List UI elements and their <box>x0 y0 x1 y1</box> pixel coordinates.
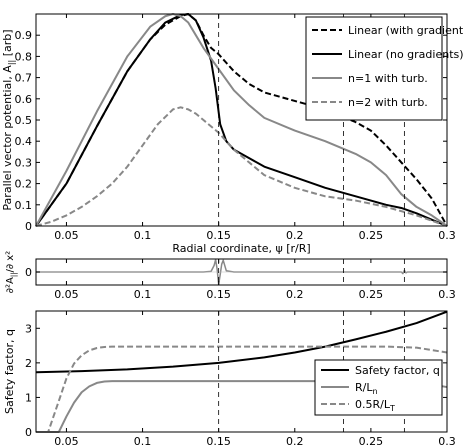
safety-factor-xtick-label: 0.2 <box>286 435 304 447</box>
vector-potential-ytick-label: 0.5 <box>15 114 33 127</box>
vector-potential-xtick-label: 0.3 <box>438 229 456 242</box>
vector-potential-xtick-label: 0.15 <box>206 229 231 242</box>
safety-factor-series-0 <box>35 310 448 374</box>
vector-potential-xtick-label: 0.25 <box>359 229 384 242</box>
safety-factor-xtick-label: 0.25 <box>359 435 384 447</box>
vector-potential-series <box>35 13 448 227</box>
legend-label-rln: R/Ln <box>355 381 378 396</box>
vector-potential-ytick-label: 0 <box>25 220 32 233</box>
vector-potential-series-3 <box>35 106 448 227</box>
legend-label-linear-nograd: Linear (no gradients) <box>348 48 463 61</box>
safety-factor-xtick-label: 0.05 <box>54 435 79 447</box>
second-derivative-xtick-label: 0.15 <box>206 288 231 301</box>
vector-potential-xtick-label: 0.05 <box>54 229 79 242</box>
vector-potential-ytick-label: 0.8 <box>15 50 33 63</box>
legend-label-safety: Safety factor, q <box>355 364 440 377</box>
legend-label-linear-grad: Linear (with gradients) <box>348 24 463 37</box>
vector-potential-ticks: 0.05 0.1 0.15 0.2 0.25 0.3 0 0.1 0.2 0.3 0.4 0.5 0.6… <box>15 14 456 242</box>
vector-potential-ytick-label: 0.4 <box>15 135 33 148</box>
second-derivative-ticks: 0.05 0.1 0.15 0.2 0.25 0.3 0 <box>25 259 456 301</box>
legend-label-rlt-sub: T <box>389 404 395 413</box>
vector-potential-series-1 <box>35 13 448 227</box>
safety-factor-xtick-label: 0.15 <box>206 435 231 447</box>
safety-factor-series-2 <box>36 345 448 433</box>
safety-factor-xtick-label: 0.3 <box>438 435 456 447</box>
vector-potential-xtick-label: 0.2 <box>286 229 304 242</box>
vector-potential-ytick-label: 0.3 <box>15 156 33 169</box>
safety-factor-ytick-label: 2 <box>25 357 32 370</box>
second-derivative-xtick-label: 0.3 <box>438 288 456 301</box>
vector-potential-y-label-sub: || <box>7 60 16 65</box>
safety-factor-axes-frame <box>35 310 448 433</box>
second-derivative-ytick-label: 0 <box>25 266 32 279</box>
second-derivative-y-label-main: ∂²A <box>5 277 16 293</box>
safety-factor-legend: Safety factor, q R/Ln 0.5R/LT <box>314 359 443 416</box>
vector-potential-ytick-label: 0.6 <box>15 93 33 106</box>
vector-potential-ytick-label: 0.1 <box>15 199 33 212</box>
safety-factor-panel: 0.05 0.1 0.15 0.2 0.25 0.3 0 1 2 3 Safety factor,… <box>3 310 456 447</box>
legend-label-rln-main: R/L <box>355 381 373 394</box>
safety-factor-y-label: Safety factor, q <box>3 329 16 414</box>
legend-label-rln-sub: n <box>372 387 377 396</box>
second-derivative-vlines <box>218 259 405 285</box>
second-derivative-y-label-rest: /∂ x² <box>5 251 16 273</box>
legend-label-rlt: 0.5R/LT <box>355 398 395 413</box>
legend-label-n2: n=2 with turb. <box>348 96 428 109</box>
vector-potential-ytick-label: 0.2 <box>15 178 33 191</box>
second-derivative-xtick-label: 0.1 <box>134 288 152 301</box>
second-derivative-xtick-label: 0.2 <box>286 288 304 301</box>
vector-potential-y-label: Parallel vector potential, A|| [arb] <box>1 29 16 210</box>
second-derivative-xtick-label: 0.05 <box>54 288 79 301</box>
safety-factor-ticks: 0.05 0.1 0.15 0.2 0.25 0.3 0 1 2 3 <box>25 311 456 447</box>
legend-label-n1: n=1 with turb. <box>348 72 428 85</box>
vector-potential-panel: 0.05 0.1 0.15 0.2 0.25 0.3 0 0.1 0.2 0.3 0.4 0.5 0.6… <box>1 13 463 255</box>
safety-factor-ytick-label: 0 <box>25 426 32 439</box>
safety-factor-ytick-label: 3 <box>25 322 32 335</box>
legend-label-safety-main: Safety factor, q <box>355 364 440 377</box>
vector-potential-xtick-label: 0.1 <box>134 229 152 242</box>
vector-potential-y-label-main: Parallel vector potential, A <box>1 65 14 211</box>
vector-potential-ytick-label: 0.9 <box>15 29 33 42</box>
vector-potential-legend-box <box>305 16 443 121</box>
vector-potential-x-label: Radial coordinate, ψ [r/R] <box>172 242 310 255</box>
second-derivative-y-label-sub: || <box>10 272 18 277</box>
safety-factor-xtick-label: 0.1 <box>134 435 152 447</box>
legend-label-rlt-main: 0.5R/L <box>355 398 391 411</box>
vector-potential-ytick-label: 0.7 <box>15 72 33 85</box>
second-derivative-panel: 0.05 0.1 0.15 0.2 0.25 0.3 0 ∂²A||/∂ x² <box>5 251 456 301</box>
safety-factor-ytick-label: 1 <box>25 391 32 404</box>
second-derivative-xtick-label: 0.25 <box>359 288 384 301</box>
vector-potential-y-label-units: [arb] <box>1 29 14 56</box>
vector-potential-legend: Linear (with gradients) Linear (no gradi… <box>305 16 463 121</box>
vector-potential-series-2 <box>35 13 448 227</box>
second-derivative-y-label: ∂²A||/∂ x² <box>5 251 18 293</box>
